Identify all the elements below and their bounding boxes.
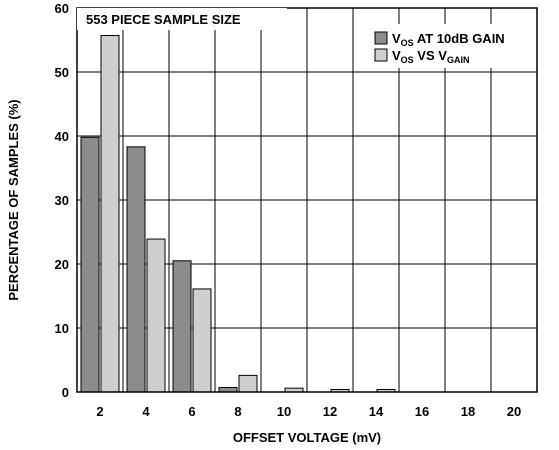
x-tick-label: 6	[188, 404, 195, 419]
x-tick-label: 14	[369, 404, 384, 419]
y-tick-label: 60	[55, 1, 69, 16]
legend-label-series-1: VOS AT 10dB GAIN	[392, 31, 505, 48]
y-tick-label: 10	[55, 321, 69, 336]
x-tick-label: 8	[234, 404, 241, 419]
legend-label-series-2: VOS VS VGAIN	[392, 48, 469, 65]
x-tick-label: 16	[415, 404, 429, 419]
x-tick-label: 18	[461, 404, 475, 419]
y-tick-labels: 0 10 20 30 40 50 60	[55, 1, 69, 400]
sample-size-annotation: 553 PIECE SAMPLE SIZE	[86, 12, 241, 27]
annotation-box	[77, 8, 287, 30]
x-tick-label: 20	[507, 404, 521, 419]
bar-series-2	[100, 35, 120, 393]
y-tick-label: 0	[62, 385, 69, 400]
x-tick-label: 2	[96, 404, 103, 419]
y-axis-label: PERCENTAGE OF SAMPLES (%)	[6, 99, 21, 300]
legend-swatch-series-1	[374, 31, 388, 45]
x-tick-label: 10	[277, 404, 291, 419]
bar-series-2	[192, 288, 212, 393]
y-tick-label: 50	[55, 65, 69, 80]
x-tick-label: 4	[142, 404, 150, 419]
x-axis-label: OFFSET VOLTAGE (mV)	[233, 430, 381, 445]
y-tick-label: 40	[55, 129, 69, 144]
legend: VOS AT 10dB GAIN VOS VS VGAIN	[366, 24, 530, 68]
legend-swatch-series-2	[374, 48, 388, 62]
y-tick-label: 20	[55, 257, 69, 272]
x-tick-labels: 2 4 6 8 10 12 14 16 18 20	[96, 404, 521, 419]
bars-group	[80, 35, 396, 393]
bar-series-2	[146, 238, 166, 393]
bar-series-1	[172, 260, 192, 393]
grid-lines	[77, 8, 537, 392]
y-tick-label: 30	[55, 193, 69, 208]
plot-frame	[76, 7, 538, 393]
bar-series-2	[238, 374, 258, 393]
bar-series-1	[80, 136, 100, 393]
legend-box	[366, 24, 530, 68]
x-tick-label: 12	[323, 404, 337, 419]
bar-series-1	[126, 146, 146, 393]
